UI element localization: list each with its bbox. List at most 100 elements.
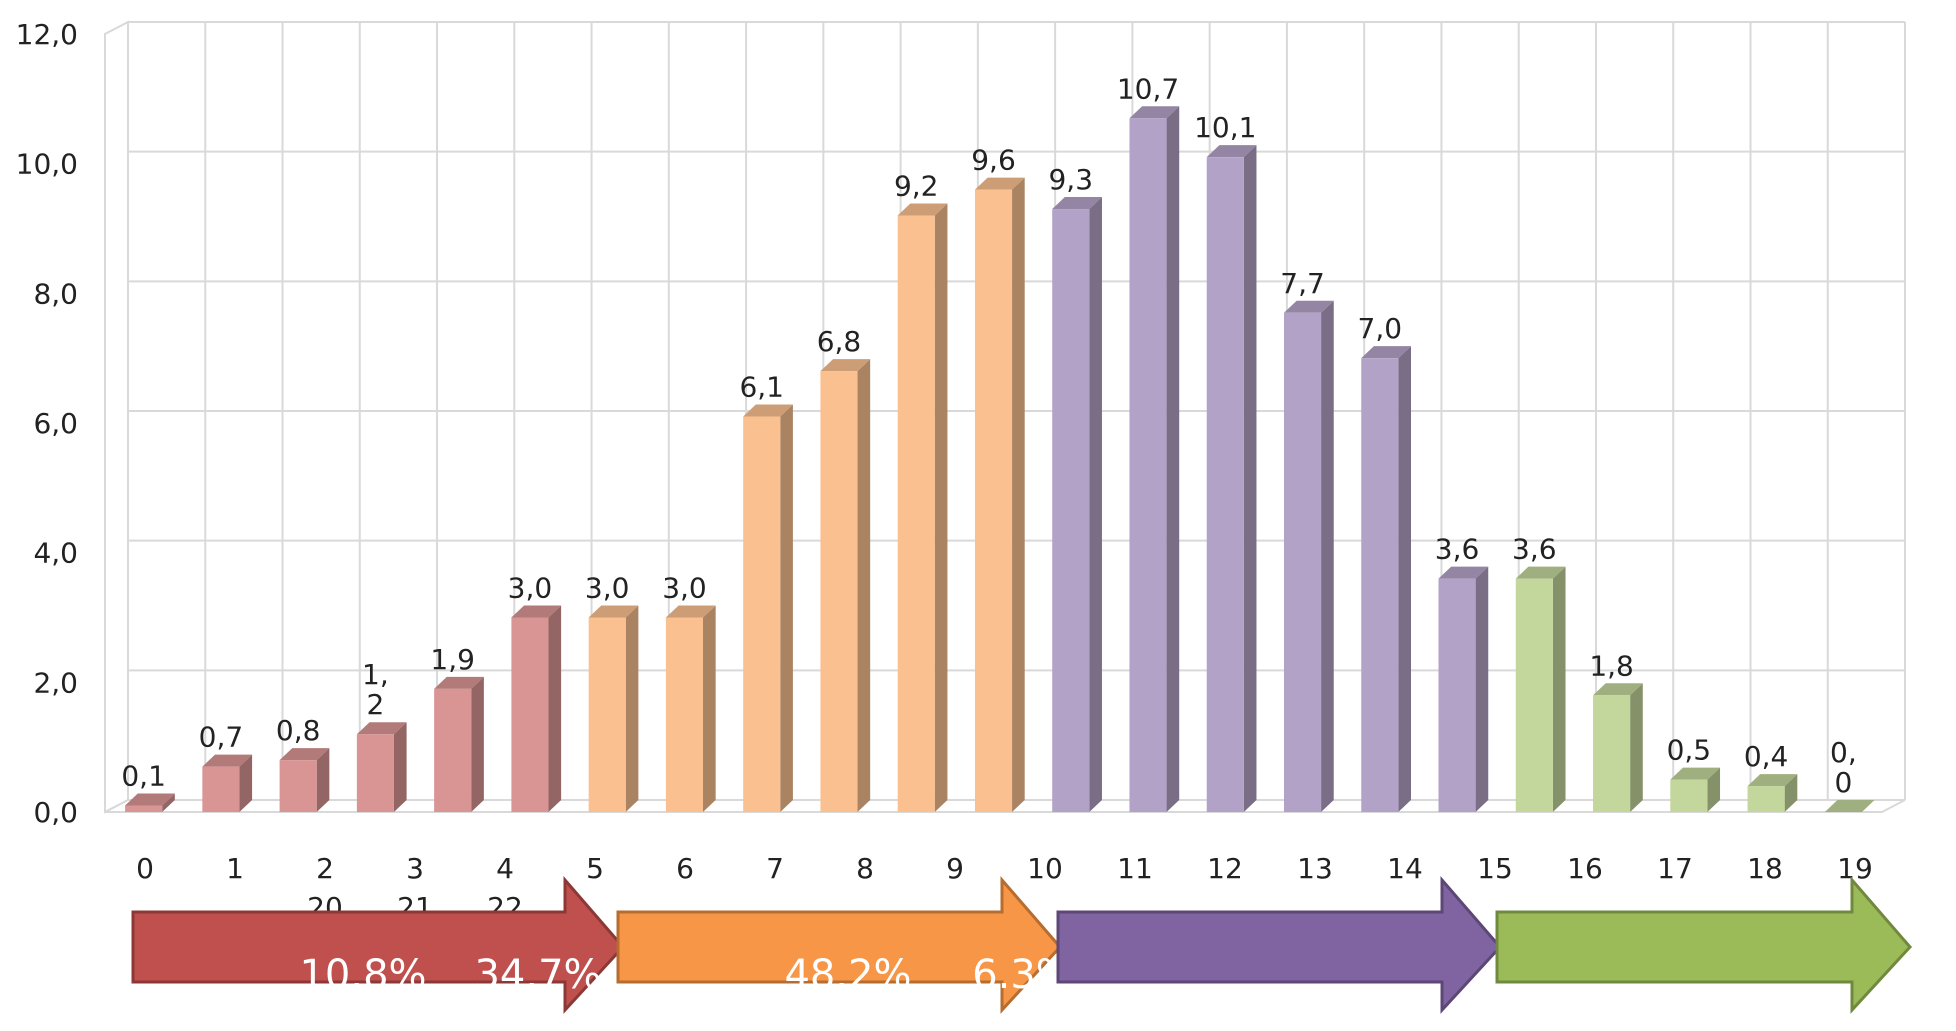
data-label: 9,3 xyxy=(1048,163,1093,196)
bar-front xyxy=(511,617,549,812)
bar-side xyxy=(316,748,330,812)
data-label: 6,1 xyxy=(739,371,784,404)
group-arrow: 48.2% 6.3% xyxy=(616,875,1074,1014)
x-tick-label: 9 xyxy=(946,852,964,885)
bar xyxy=(1593,683,1643,812)
bar-side xyxy=(1630,683,1643,812)
bar-top xyxy=(279,748,330,761)
bar xyxy=(434,676,484,812)
bar-side xyxy=(162,793,175,812)
bar-front xyxy=(1747,786,1785,812)
bar-front xyxy=(279,760,317,812)
bar xyxy=(1052,197,1102,813)
bar-side xyxy=(1166,106,1180,813)
bar-side xyxy=(239,754,253,812)
bar-front xyxy=(1438,578,1476,812)
y-tick-label: 10,0 xyxy=(16,148,78,181)
data-label: 3,6 xyxy=(1435,533,1480,566)
bar-front xyxy=(434,688,472,812)
bar xyxy=(1206,145,1257,812)
data-label: 0,5 xyxy=(1667,734,1712,767)
bar-side xyxy=(625,605,639,812)
group-arrow xyxy=(1056,875,1503,1014)
bar-front xyxy=(1052,209,1090,813)
bar xyxy=(588,605,639,812)
bar xyxy=(125,793,175,812)
bar xyxy=(1284,300,1334,812)
bar-top xyxy=(1361,346,1411,359)
bars xyxy=(125,106,1875,813)
bar-front xyxy=(1284,312,1322,812)
y-tick-label: 0,0 xyxy=(33,796,78,829)
bar-top xyxy=(1515,566,1566,579)
data-label: 9,6 xyxy=(971,144,1016,177)
group-arrow: 10.8% 34.7% xyxy=(131,875,626,1014)
data-label: 3,6 xyxy=(1512,533,1557,566)
data-label: 3,0 xyxy=(508,572,553,605)
bar-top xyxy=(202,754,253,767)
bar-top xyxy=(588,605,639,618)
arrow-label: 10.8% xyxy=(299,952,426,998)
bar-side xyxy=(1707,767,1721,812)
x-tick-label: 0 xyxy=(136,852,154,885)
bar-side xyxy=(1552,566,1566,812)
bar-top xyxy=(743,404,793,417)
bar xyxy=(511,605,562,812)
data-label: 1, 2 xyxy=(362,658,389,721)
bar-side xyxy=(393,722,407,812)
bar-side xyxy=(857,359,871,812)
data-label: 3,0 xyxy=(662,572,707,605)
bar-side xyxy=(1243,145,1257,812)
bar-top xyxy=(1593,683,1643,696)
data-label: 1,8 xyxy=(1589,649,1634,682)
bar-front xyxy=(356,734,394,812)
bar xyxy=(665,605,716,812)
data-label: 6,8 xyxy=(817,325,862,358)
y-tick-label: 2,0 xyxy=(33,666,78,699)
bar-top xyxy=(1052,197,1102,210)
x-tick-label: 12 xyxy=(1207,852,1243,885)
bar xyxy=(1361,346,1411,812)
data-label: 0,8 xyxy=(276,714,321,747)
bar-front xyxy=(1206,157,1244,812)
x-tick-label: 16 xyxy=(1567,852,1603,885)
arrow-label: 34.7% xyxy=(474,952,601,998)
data-label: 7,7 xyxy=(1280,267,1325,300)
arrow-shape xyxy=(131,875,626,1014)
bar-side xyxy=(702,605,716,812)
bar-top xyxy=(356,722,407,735)
data-label: 3,0 xyxy=(585,572,630,605)
bar xyxy=(202,754,253,812)
bar-side xyxy=(1089,197,1102,813)
bar-top xyxy=(1438,566,1489,579)
data-label: 10,1 xyxy=(1194,111,1256,144)
bar-top xyxy=(511,605,562,618)
bar-side xyxy=(1321,300,1334,812)
left-wall xyxy=(104,20,129,814)
bar-side xyxy=(471,676,484,812)
bar xyxy=(1129,106,1180,813)
bar-top xyxy=(1824,800,1875,812)
data-label: 0,1 xyxy=(121,760,166,793)
bar-top xyxy=(1670,767,1721,780)
bar-top xyxy=(1284,300,1334,313)
bar-top xyxy=(1747,774,1798,787)
data-label: 0,4 xyxy=(1744,740,1789,773)
bar-front xyxy=(1593,695,1631,812)
bar xyxy=(356,722,407,812)
y-tick-label: 4,0 xyxy=(33,537,78,570)
x-tick-label: 2 xyxy=(316,852,334,885)
data-label: 10,7 xyxy=(1117,72,1179,105)
x-tick-label: 17 xyxy=(1657,852,1693,885)
bar-side xyxy=(1012,177,1025,813)
x-tick-label: 3 xyxy=(406,852,424,885)
x-tick-label: 10 xyxy=(1027,852,1063,885)
x-tick-label: 13 xyxy=(1297,852,1333,885)
data-label: 1,9 xyxy=(430,643,475,676)
bar xyxy=(743,404,793,812)
bar-front xyxy=(743,416,781,812)
arrow-shape xyxy=(1495,875,1913,1014)
data-label: 9,2 xyxy=(894,170,939,203)
bar-top xyxy=(665,605,716,618)
bar xyxy=(820,359,871,812)
